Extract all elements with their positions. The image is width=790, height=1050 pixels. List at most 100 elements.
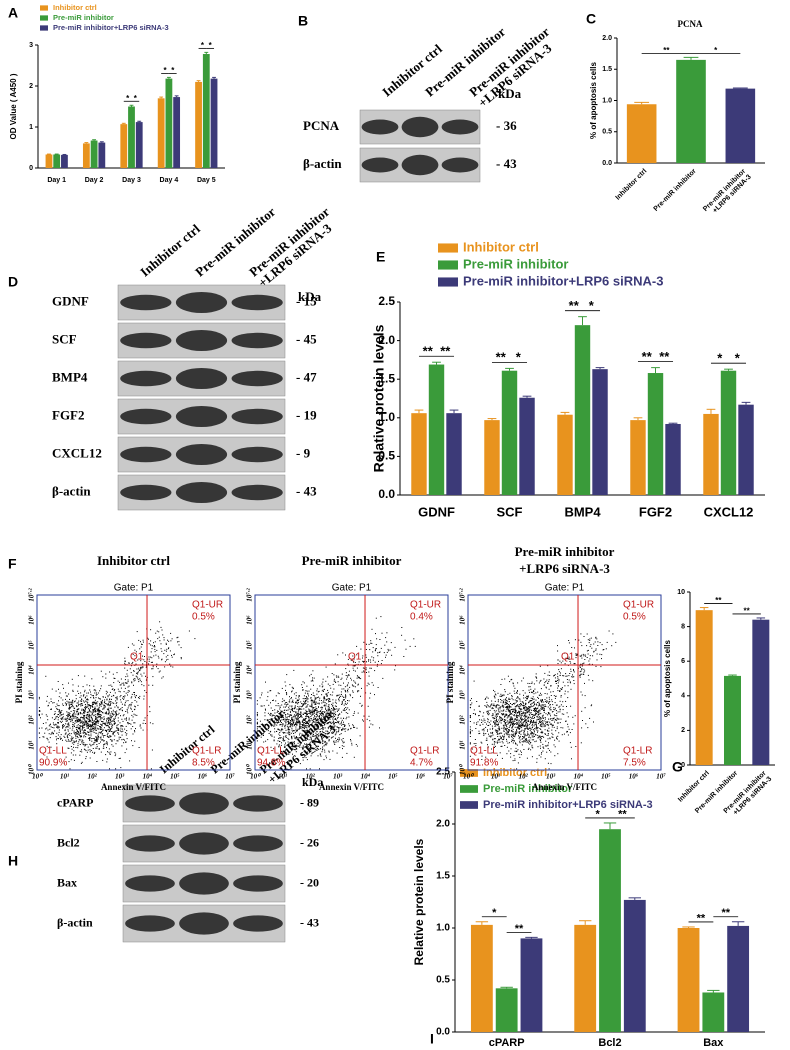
y-tick-label: 10²	[246, 715, 254, 725]
event-dot	[74, 701, 75, 703]
event-dot	[106, 725, 108, 727]
quadrant-percent: 0.4%	[410, 612, 433, 623]
event-dot	[499, 716, 501, 718]
event-dot	[566, 675, 568, 677]
event-dot	[486, 737, 488, 739]
event-dot	[504, 745, 506, 746]
event-dot	[310, 699, 312, 701]
event-dot	[124, 679, 126, 681]
event-dot	[100, 703, 102, 705]
event-dot	[269, 731, 271, 733]
event-dot	[272, 700, 274, 701]
event-dot	[100, 723, 102, 725]
event-dot	[365, 656, 367, 658]
event-dot	[315, 718, 317, 720]
event-dot	[521, 718, 523, 720]
event-dot	[126, 682, 128, 684]
event-dot	[339, 696, 341, 697]
event-dot	[557, 679, 558, 681]
event-dot	[150, 629, 152, 631]
event-dot	[116, 697, 118, 699]
event-dot	[150, 640, 152, 642]
y-tick-label: 10⁷·²	[246, 587, 254, 601]
event-dot	[307, 715, 309, 717]
event-dot	[557, 718, 559, 720]
event-dot	[513, 690, 515, 692]
event-dot	[95, 723, 97, 725]
event-dot	[60, 714, 62, 716]
event-dot	[530, 712, 532, 714]
event-dot	[325, 715, 327, 717]
event-dot	[256, 740, 258, 742]
event-dot	[485, 697, 487, 699]
event-dot	[344, 708, 345, 710]
event-dot	[481, 755, 483, 757]
event-dot	[74, 741, 76, 743]
event-dot	[525, 719, 527, 721]
event-dot	[499, 708, 501, 710]
event-dot	[469, 755, 471, 757]
event-dot	[110, 684, 112, 686]
event-dot	[292, 718, 294, 720]
event-dot	[343, 709, 345, 711]
event-dot	[333, 714, 335, 716]
event-dot	[63, 718, 65, 720]
event-dot	[345, 697, 347, 699]
panel-letter: F	[8, 556, 17, 572]
event-dot	[516, 700, 518, 702]
event-dot	[591, 647, 593, 649]
y-tick-label: 0.0	[436, 1027, 450, 1038]
event-dot	[267, 691, 269, 693]
event-dot	[91, 717, 93, 719]
event-dot	[522, 725, 524, 727]
event-dot	[102, 733, 104, 735]
event-dot	[382, 677, 384, 679]
event-dot	[326, 695, 328, 697]
event-dot	[469, 733, 471, 735]
event-dot	[135, 651, 137, 653]
event-dot	[101, 734, 103, 736]
event-dot	[333, 740, 335, 742]
event-dot	[358, 661, 360, 663]
event-dot	[119, 757, 121, 759]
event-dot	[69, 717, 71, 719]
event-dot	[503, 721, 505, 722]
event-dot	[336, 695, 338, 697]
event-dot	[500, 736, 502, 738]
event-dot	[551, 732, 553, 734]
event-dot	[507, 730, 509, 732]
event-dot	[304, 754, 306, 756]
event-dot	[494, 738, 496, 740]
event-dot	[322, 712, 324, 714]
event-dot	[104, 723, 106, 725]
event-dot	[267, 712, 269, 714]
event-dot	[514, 687, 516, 689]
event-dot	[487, 729, 488, 731]
event-dot	[570, 688, 572, 690]
x-tick-label: 10²	[306, 773, 316, 781]
event-dot	[514, 723, 516, 725]
event-dot	[113, 682, 115, 684]
event-dot	[159, 621, 161, 623]
event-dot	[312, 714, 314, 716]
event-dot	[281, 717, 283, 718]
event-dot	[68, 732, 70, 734]
event-dot	[127, 675, 129, 677]
event-dot	[524, 722, 526, 724]
event-dot	[341, 719, 343, 721]
event-dot	[134, 655, 136, 657]
x-tick-label: 10²	[88, 773, 98, 781]
event-dot	[480, 719, 482, 721]
event-dot	[557, 676, 559, 678]
y-tick-label: 8	[681, 623, 685, 630]
event-dot	[95, 732, 97, 734]
event-dot	[285, 721, 287, 723]
event-dot	[543, 684, 545, 686]
event-dot	[566, 706, 567, 707]
event-dot	[484, 705, 486, 707]
event-dot	[120, 687, 122, 689]
event-dot	[294, 716, 296, 718]
event-dot	[515, 701, 517, 703]
event-dot	[96, 692, 97, 694]
bar	[195, 81, 202, 168]
